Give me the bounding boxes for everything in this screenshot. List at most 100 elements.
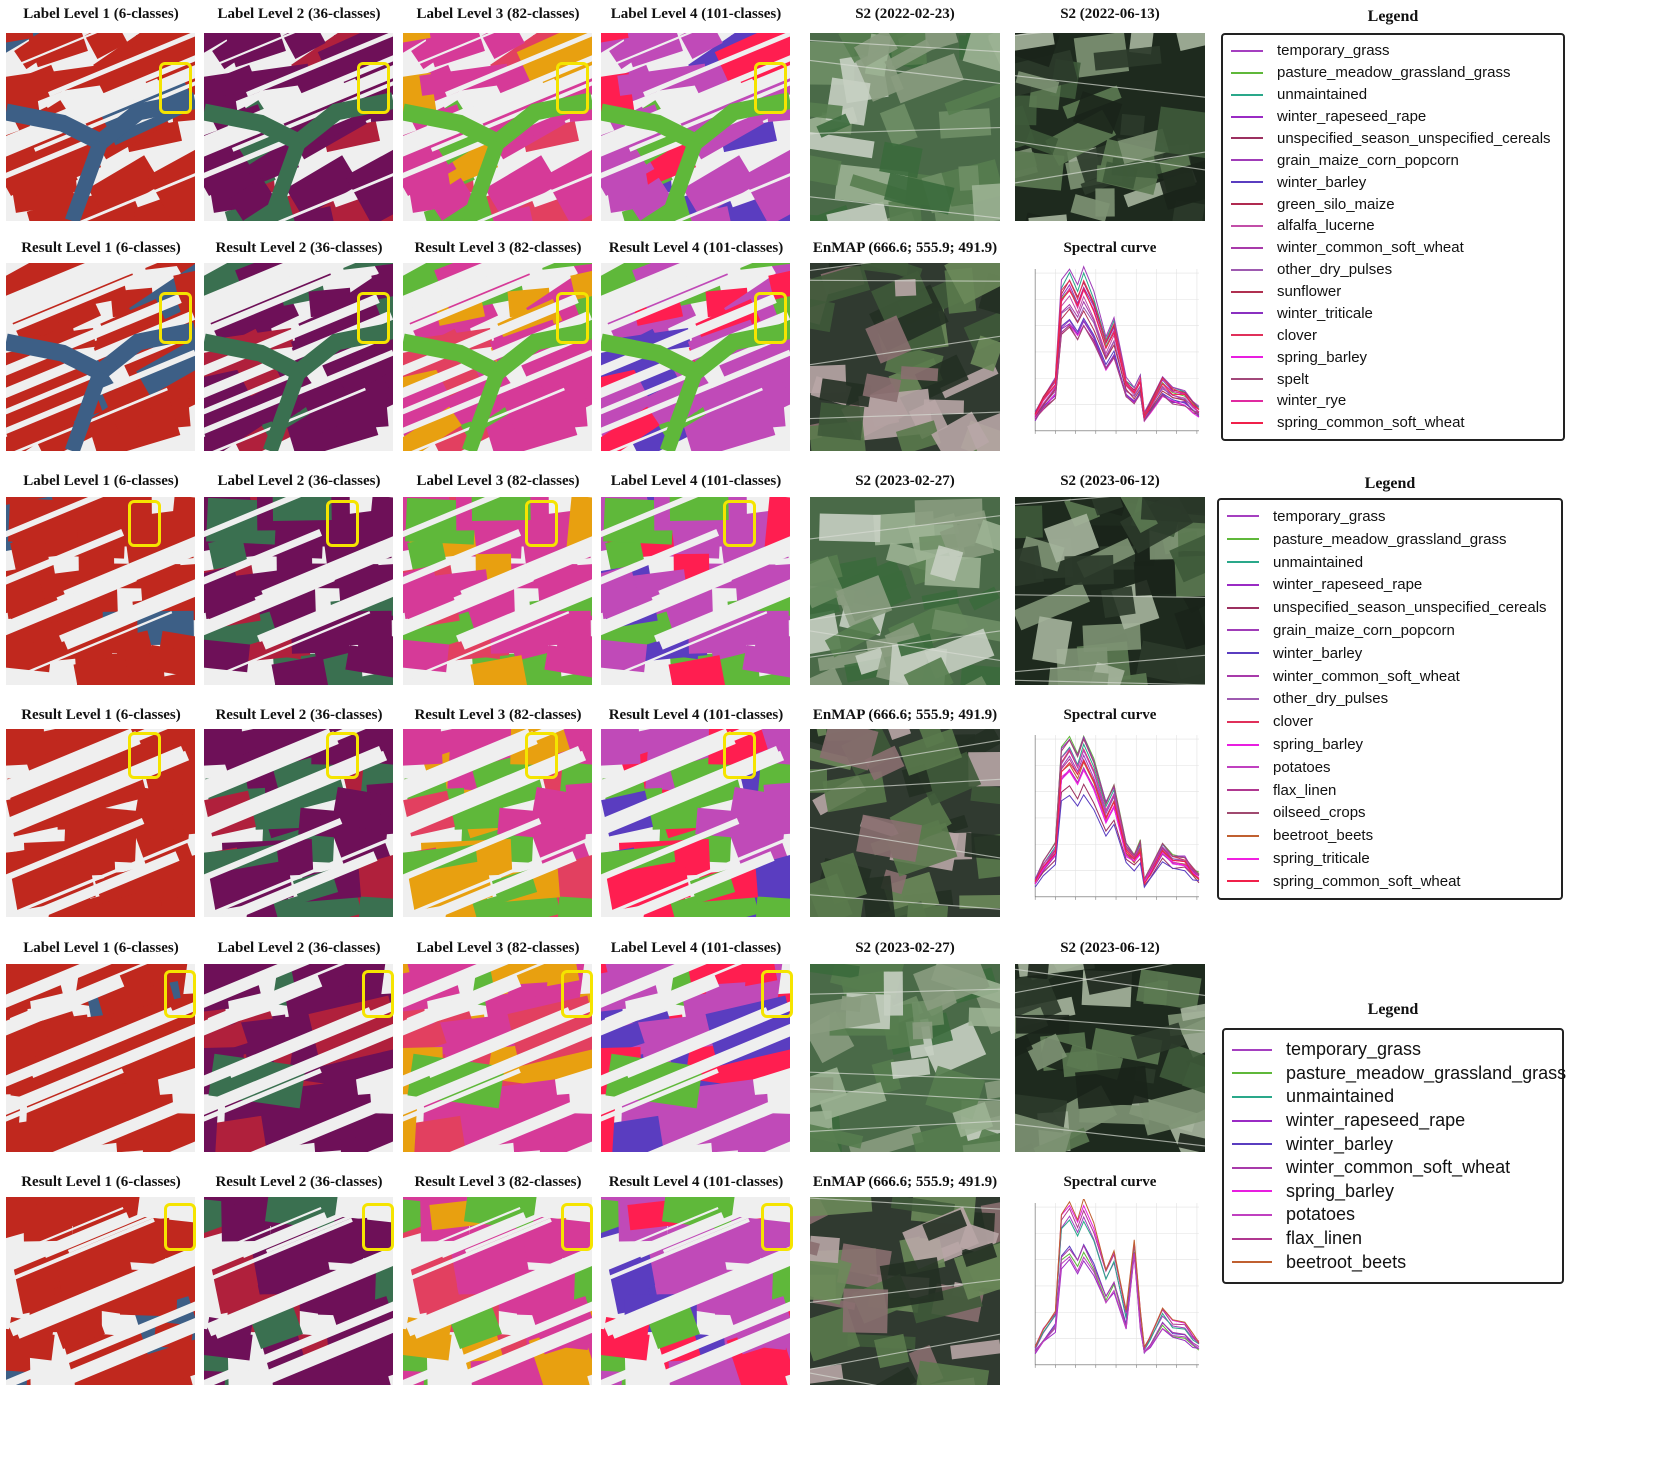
legend-item: unmaintained	[1227, 551, 1553, 574]
legend-item: flax_linen	[1227, 779, 1553, 802]
legend-label: spring_triticale	[1273, 850, 1370, 868]
label-map-title: Label Level 2 (36-classes)	[217, 6, 381, 22]
highlight-box	[723, 732, 756, 779]
legend-label: pasture_meadow_grassland_grass	[1277, 64, 1511, 82]
legend-item: unmaintained	[1231, 84, 1555, 106]
legend-item: clover	[1231, 324, 1555, 346]
legend-swatch	[1232, 1261, 1272, 1264]
s2-image-title: S2 (2023-02-27)	[855, 473, 955, 489]
legend-label: winter_common_soft_wheat	[1286, 1157, 1511, 1178]
legend-swatch	[1232, 1072, 1272, 1075]
label-map	[6, 964, 195, 1152]
legend-swatch	[1231, 181, 1263, 184]
legend-label: spring_common_soft_wheat	[1273, 872, 1461, 890]
enmap-image-title: EnMAP (666.6; 555.9; 491.9)	[812, 707, 998, 723]
legend-swatch	[1227, 811, 1259, 814]
s2-image-title: S2 (2023-06-12)	[1060, 940, 1160, 956]
highlight-box	[761, 1203, 793, 1251]
legend-item: unmaintained	[1232, 1085, 1554, 1109]
legend-label: potatoes	[1273, 758, 1331, 776]
highlight-box	[128, 732, 161, 779]
legend-item: unspecified_season_unspecified_cereals	[1231, 128, 1555, 150]
legend-item: grain_maize_corn_popcorn	[1231, 149, 1555, 171]
s2-image-title: S2 (2023-02-27)	[855, 940, 955, 956]
legend-swatch	[1227, 834, 1259, 837]
legend-label: oilseed_crops	[1273, 804, 1366, 822]
highlight-box	[761, 970, 793, 1018]
enmap-image	[810, 729, 1000, 917]
legend-label: winter_common_soft_wheat	[1273, 667, 1460, 685]
legend-label: winter_barley	[1273, 644, 1363, 662]
legend-swatch	[1227, 561, 1259, 564]
result-map-title: Result Level 4 (101-classes)	[608, 240, 784, 256]
legend-label: other_dry_pulses	[1277, 261, 1393, 279]
legend-label: green_silo_maize	[1277, 195, 1395, 213]
label-map	[601, 497, 790, 685]
highlight-box	[754, 292, 787, 344]
legend-swatch	[1231, 71, 1263, 74]
label-map-title: Label Level 2 (36-classes)	[217, 473, 381, 489]
result-map	[6, 1197, 195, 1385]
label-map-title: Label Level 1 (6-classes)	[23, 473, 179, 489]
result-map-title: Result Level 2 (36-classes)	[215, 707, 383, 723]
legend-item: oilseed_crops	[1227, 802, 1553, 825]
legend-swatch	[1231, 115, 1263, 118]
highlight-box	[357, 62, 390, 114]
legend-swatch	[1227, 606, 1259, 609]
highlight-box	[362, 970, 394, 1018]
legend-item: unspecified_season_unspecified_cereals	[1227, 596, 1553, 619]
highlight-box	[357, 292, 390, 344]
result-map	[204, 1197, 393, 1385]
legend-swatch	[1227, 675, 1259, 678]
legend-item: winter_barley	[1232, 1132, 1554, 1156]
s2-image	[1015, 497, 1205, 685]
result-map	[6, 263, 195, 451]
legend-item: winter_rapeseed_rape	[1227, 573, 1553, 596]
legend-label: winter_rye	[1277, 392, 1347, 410]
result-map-title: Result Level 3 (82-classes)	[414, 1174, 582, 1190]
legend-item: temporary_grass	[1231, 40, 1555, 62]
legend-item: other_dry_pulses	[1227, 688, 1553, 711]
legend-swatch	[1227, 515, 1259, 518]
legend-label: unmaintained	[1273, 553, 1364, 571]
legend-label: flax_linen	[1273, 781, 1337, 799]
legend-item: spring_barley	[1232, 1180, 1554, 1204]
label-map-title: Label Level 3 (82-classes)	[416, 940, 580, 956]
label-map-title: Label Level 3 (82-classes)	[416, 473, 580, 489]
result-map	[601, 1197, 790, 1385]
result-map	[204, 729, 393, 917]
legend-item: winter_common_soft_wheat	[1227, 665, 1553, 688]
result-map-title: Result Level 2 (36-classes)	[215, 1174, 383, 1190]
legend-swatch	[1227, 629, 1259, 632]
result-map-title: Result Level 1 (6-classes)	[21, 707, 181, 723]
legend-swatch	[1231, 246, 1263, 249]
legend-title: Legend	[1364, 475, 1416, 492]
result-map	[403, 1197, 592, 1385]
legend-title: Legend	[1367, 1001, 1419, 1018]
label-map	[6, 33, 195, 221]
s2-image	[810, 964, 1000, 1152]
label-map	[204, 497, 393, 685]
label-map-title: Label Level 4 (101-classes)	[610, 473, 782, 489]
legend-swatch	[1231, 49, 1263, 52]
legend-item: winter_rapeseed_rape	[1231, 106, 1555, 128]
label-map	[601, 964, 790, 1152]
legend-swatch	[1232, 1166, 1272, 1169]
legend-swatch	[1231, 224, 1263, 227]
legend-item: spring_barley	[1231, 346, 1555, 368]
highlight-box	[128, 500, 161, 547]
legend-label: spring_barley	[1273, 736, 1364, 754]
legend-swatch	[1231, 268, 1263, 271]
s2-image-title: S2 (2023-06-12)	[1060, 473, 1160, 489]
result-map	[204, 263, 393, 451]
legend-label: beetroot_beets	[1273, 827, 1374, 845]
legend-item: pasture_meadow_grassland_grass	[1232, 1062, 1566, 1086]
legend-item: pasture_meadow_grassland_grass	[1227, 528, 1553, 551]
legend-swatch	[1232, 1190, 1272, 1193]
legend-label: spring_common_soft_wheat	[1277, 414, 1465, 432]
spectral-curve-title: Spectral curve	[1063, 1174, 1157, 1190]
enmap-image-title: EnMAP (666.6; 555.9; 491.9)	[812, 240, 998, 256]
legend-swatch	[1231, 356, 1263, 359]
highlight-box	[561, 970, 593, 1018]
legend-swatch	[1231, 378, 1263, 381]
